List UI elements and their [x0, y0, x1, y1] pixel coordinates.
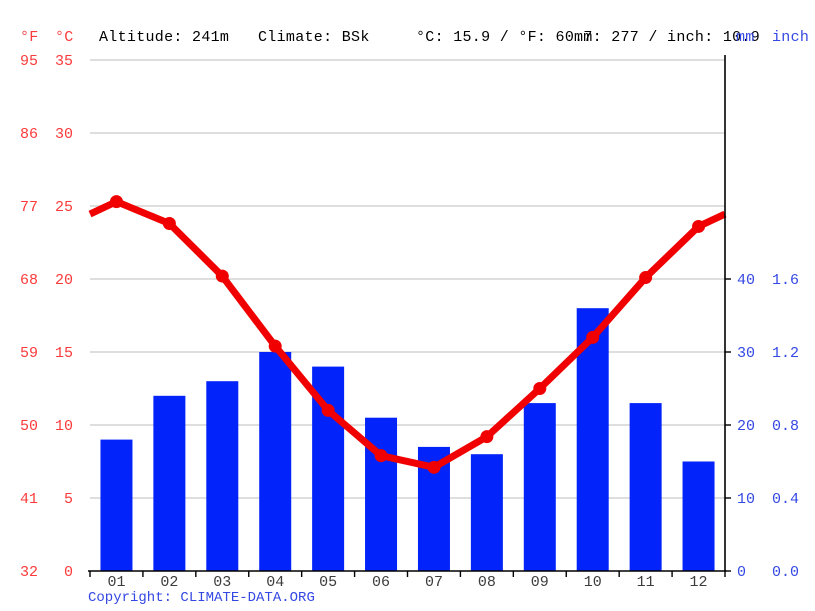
mm-tick-label: 20: [737, 418, 755, 435]
mm-axis-header: mm: [736, 29, 755, 46]
fahrenheit-axis-header: °F: [20, 29, 39, 46]
f-tick-label: 86: [20, 126, 38, 143]
precipitation-summary: mm: 277 / inch: 10.9: [574, 29, 761, 46]
month-label: 10: [584, 574, 602, 591]
temperature-point-02: [162, 217, 176, 231]
climate-data-link[interactable]: CLIMATE-DATA.ORG: [180, 590, 315, 606]
temperature-point-03: [215, 269, 229, 283]
temperature-summary: °C: 15.9 / °F: 60.7: [416, 29, 593, 46]
mm-tick-label: 40: [737, 272, 755, 289]
inch-tick-label: 0.0: [772, 564, 799, 581]
mm-tick-label: 30: [737, 345, 755, 362]
f-tick-label: 41: [20, 491, 38, 508]
inch-tick-label: 0.4: [772, 491, 799, 508]
temperature-point-01: [109, 195, 123, 209]
f-tick-label: 50: [20, 418, 38, 435]
copyright-label: Copyright:: [88, 590, 181, 606]
month-label: 01: [107, 574, 125, 591]
inch-axis-header: inch: [772, 29, 810, 46]
precip-bar-03: [206, 381, 239, 571]
f-tick-label: 68: [20, 272, 38, 289]
c-tick-label: 20: [55, 272, 73, 289]
f-tick-label: 32: [20, 564, 38, 581]
f-tick-label: 95: [20, 53, 38, 70]
altitude-label: Altitude: 241m: [99, 29, 230, 46]
temperature-point-11: [639, 271, 653, 285]
temperature-point-12: [692, 219, 706, 233]
month-label: 09: [531, 574, 549, 591]
chart-header: °F °C Altitude: 241m Climate: BSk °C: 15…: [0, 0, 815, 48]
c-tick-label: 10: [55, 418, 73, 435]
month-label: 11: [637, 574, 655, 591]
precip-bar-04: [259, 352, 292, 571]
precip-bar-11: [629, 403, 662, 571]
inch-tick-label: 1.6: [772, 272, 799, 289]
month-label: 06: [372, 574, 390, 591]
month-label: 03: [213, 574, 231, 591]
inch-tick-label: 0.8: [772, 418, 799, 435]
inch-tick-label: 1.2: [772, 345, 799, 362]
mm-tick-label: 10: [737, 491, 755, 508]
month-label: 07: [425, 574, 443, 591]
celsius-axis-header: °C: [55, 29, 74, 46]
precip-bar-06: [365, 417, 398, 571]
precip-bar-09: [523, 403, 556, 571]
f-tick-label: 59: [20, 345, 38, 362]
climate-class-label: Climate: BSk: [258, 29, 370, 46]
precip-bar-12: [682, 461, 715, 571]
temperature-point-08: [480, 430, 494, 444]
precip-bar-08: [470, 454, 503, 571]
month-label: 08: [478, 574, 496, 591]
c-tick-label: 15: [55, 345, 73, 362]
temperature-point-06: [374, 449, 388, 463]
c-tick-label: 30: [55, 126, 73, 143]
precip-bar-02: [153, 395, 186, 571]
temperature-point-04: [268, 339, 282, 353]
c-tick-label: 0: [64, 564, 73, 581]
copyright: Copyright: CLIMATE-DATA.ORG: [88, 590, 315, 606]
month-label: 02: [160, 574, 178, 591]
temperature-point-05: [321, 403, 335, 417]
temperature-point-07: [427, 460, 441, 474]
temperature-line: [88, 198, 727, 471]
c-tick-label: 25: [55, 199, 73, 216]
mm-tick-label: 0: [737, 564, 746, 581]
precip-bar-01: [100, 439, 133, 571]
month-label: 12: [690, 574, 708, 591]
temperature-point-09: [533, 382, 547, 395]
c-tick-label: 35: [55, 53, 73, 70]
month-label: 04: [266, 574, 284, 591]
month-label: 05: [319, 574, 337, 591]
c-tick-label: 5: [64, 491, 73, 508]
f-tick-label: 77: [20, 199, 38, 216]
temperature-point-10: [586, 330, 600, 344]
